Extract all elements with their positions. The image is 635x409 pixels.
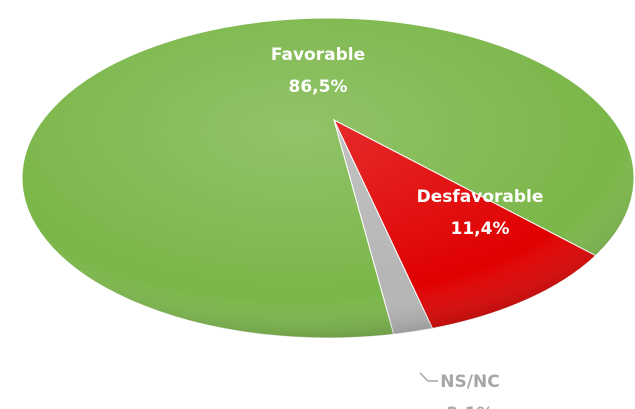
leader-line <box>419 372 438 382</box>
slice-value-label: 11,4% <box>451 219 510 239</box>
slice-value-label: 86,5% <box>289 77 348 97</box>
slice-label: NS/NC <box>440 372 499 392</box>
slice-label: Favorable <box>271 45 365 65</box>
slice-value-label: 2,1% <box>446 404 493 409</box>
slice-label: Desfavorable <box>417 187 544 207</box>
pie <box>21 17 635 339</box>
